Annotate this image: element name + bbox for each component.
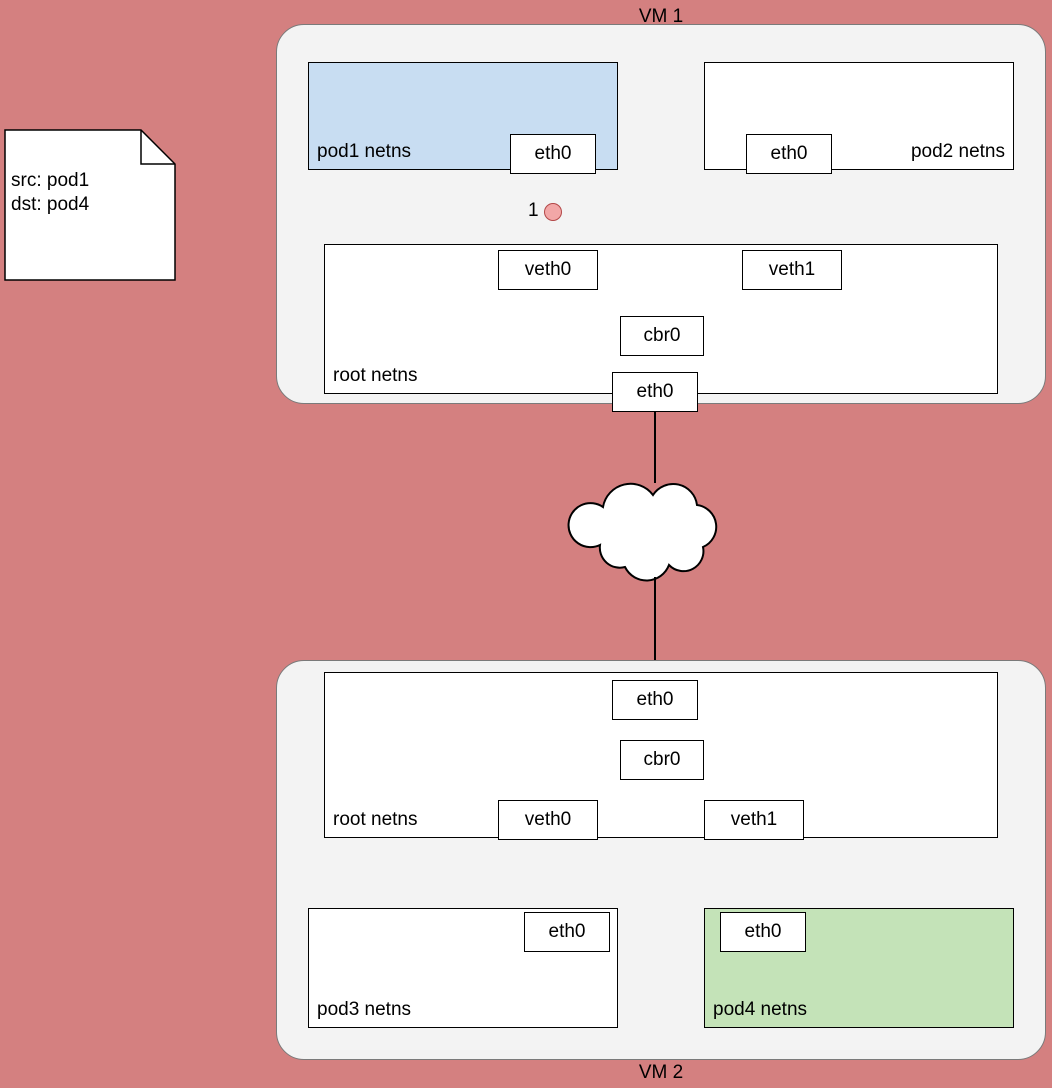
vm2-root-label: root netns: [333, 809, 418, 831]
vm1-veth0: veth0: [498, 250, 598, 290]
note-line-2: dst: pod4: [11, 194, 89, 216]
vm1-eth0: eth0: [612, 372, 698, 412]
vm2-title: VM 2: [276, 1062, 1046, 1084]
diagram-canvas: src: pod1 dst: pod4 VM 1 pod1 netns eth0…: [0, 0, 1052, 1088]
vm1-veth1: veth1: [742, 250, 842, 290]
vm2-eth0: eth0: [612, 680, 698, 720]
vm2-cbr0: cbr0: [620, 740, 704, 780]
pod3-eth0: eth0: [524, 912, 610, 952]
note-line-1: src: pod1: [11, 170, 89, 192]
pod1-eth0: eth0: [510, 134, 596, 174]
pod1-label: pod1 netns: [317, 141, 411, 163]
pod3-label: pod3 netns: [317, 999, 411, 1021]
vm1-root-label: root netns: [333, 365, 418, 387]
vm2-veth0: veth0: [498, 800, 598, 840]
pod4-eth0: eth0: [720, 912, 806, 952]
step-marker-label: 1: [528, 200, 539, 222]
step-marker-dot: [544, 203, 562, 221]
pod2-label: pod2 netns: [911, 141, 1005, 163]
packet-note: src: pod1 dst: pod4: [5, 130, 175, 280]
vm1-cbr0: cbr0: [620, 316, 704, 356]
vm1-title: VM 1: [276, 6, 1046, 28]
pod2-eth0: eth0: [746, 134, 832, 174]
pod4-label: pod4 netns: [713, 999, 807, 1021]
vm2-veth1: veth1: [704, 800, 804, 840]
